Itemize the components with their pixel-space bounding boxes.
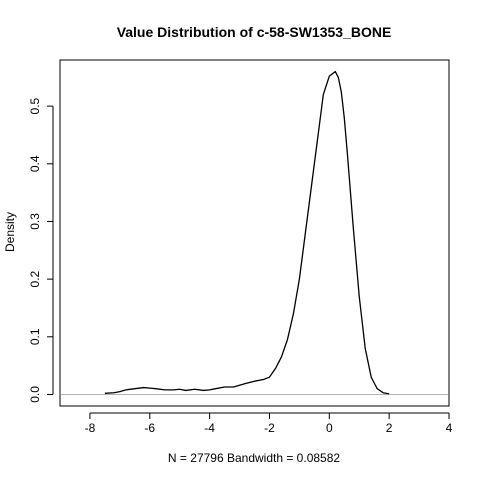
chart-title: Value Distribution of c-58-SW1353_BONE (117, 24, 392, 40)
x-tick-label: -2 (264, 421, 275, 435)
y-tick-label: 0.3 (28, 213, 42, 230)
x-axis-label: N = 27796 Bandwidth = 0.08582 (168, 451, 340, 465)
x-tick-label: 2 (386, 421, 393, 435)
x-tick-label: -6 (144, 421, 155, 435)
x-tick-label: 0 (326, 421, 333, 435)
x-tick-label: 4 (446, 421, 453, 435)
x-tick-label: -8 (85, 421, 96, 435)
y-tick-label: 0.0 (28, 386, 42, 403)
plot-frame (59, 59, 450, 407)
y-tick-label: 0.5 (28, 97, 42, 114)
x-axis: -8 -6 -4 -2 0 2 4 (85, 412, 453, 435)
y-tick-label: 0.2 (28, 270, 42, 287)
plot-area (61, 70, 448, 395)
y-tick-label: 0.1 (28, 328, 42, 345)
x-tick-label: -4 (204, 421, 215, 435)
density-curve (104, 70, 390, 395)
y-axis-label: Density (3, 212, 17, 252)
y-tick-label: 0.4 (28, 155, 42, 172)
y-axis: 0.0 0.1 0.2 0.3 0.4 0.5 (28, 97, 54, 403)
